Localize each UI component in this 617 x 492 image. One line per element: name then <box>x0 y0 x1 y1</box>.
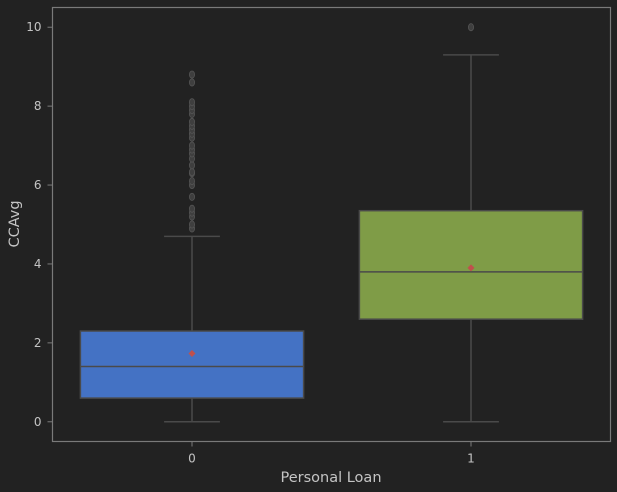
y-tick-label: 0 <box>34 415 42 429</box>
outlier-point <box>188 70 195 79</box>
y-tick-label: 2 <box>34 336 42 350</box>
mean-marker <box>467 264 475 272</box>
boxes-layer <box>79 23 584 423</box>
outlier-point <box>467 23 474 32</box>
outlier-point <box>188 98 195 107</box>
y-axis-label: CCAvg <box>7 200 23 247</box>
mean-marker <box>188 350 196 358</box>
x-axis-label: Personal Loan <box>280 470 381 486</box>
y-tick-label: 8 <box>34 99 42 113</box>
outlier-point <box>188 168 195 177</box>
x-tick-label: 0 <box>188 452 196 466</box>
outlier-point <box>188 192 195 201</box>
iqr-box <box>79 330 305 399</box>
outlier-point <box>188 117 195 126</box>
outlier-point <box>188 141 195 150</box>
y-tick-label: 4 <box>34 257 42 271</box>
outlier-point <box>188 204 195 213</box>
axes-frame <box>51 6 612 443</box>
box-group-1 <box>358 23 584 423</box>
box-group-0 <box>79 70 305 423</box>
outlier-point <box>188 177 195 186</box>
outlier-point <box>188 220 195 229</box>
x-tick-label: 1 <box>467 452 475 466</box>
outlier-point <box>188 161 195 170</box>
y-axis-ticks: 0 2 4 6 8 10 <box>26 20 53 429</box>
y-tick-label: 10 <box>26 20 41 34</box>
y-tick-label: 6 <box>34 178 42 192</box>
outlier-point <box>188 78 195 87</box>
